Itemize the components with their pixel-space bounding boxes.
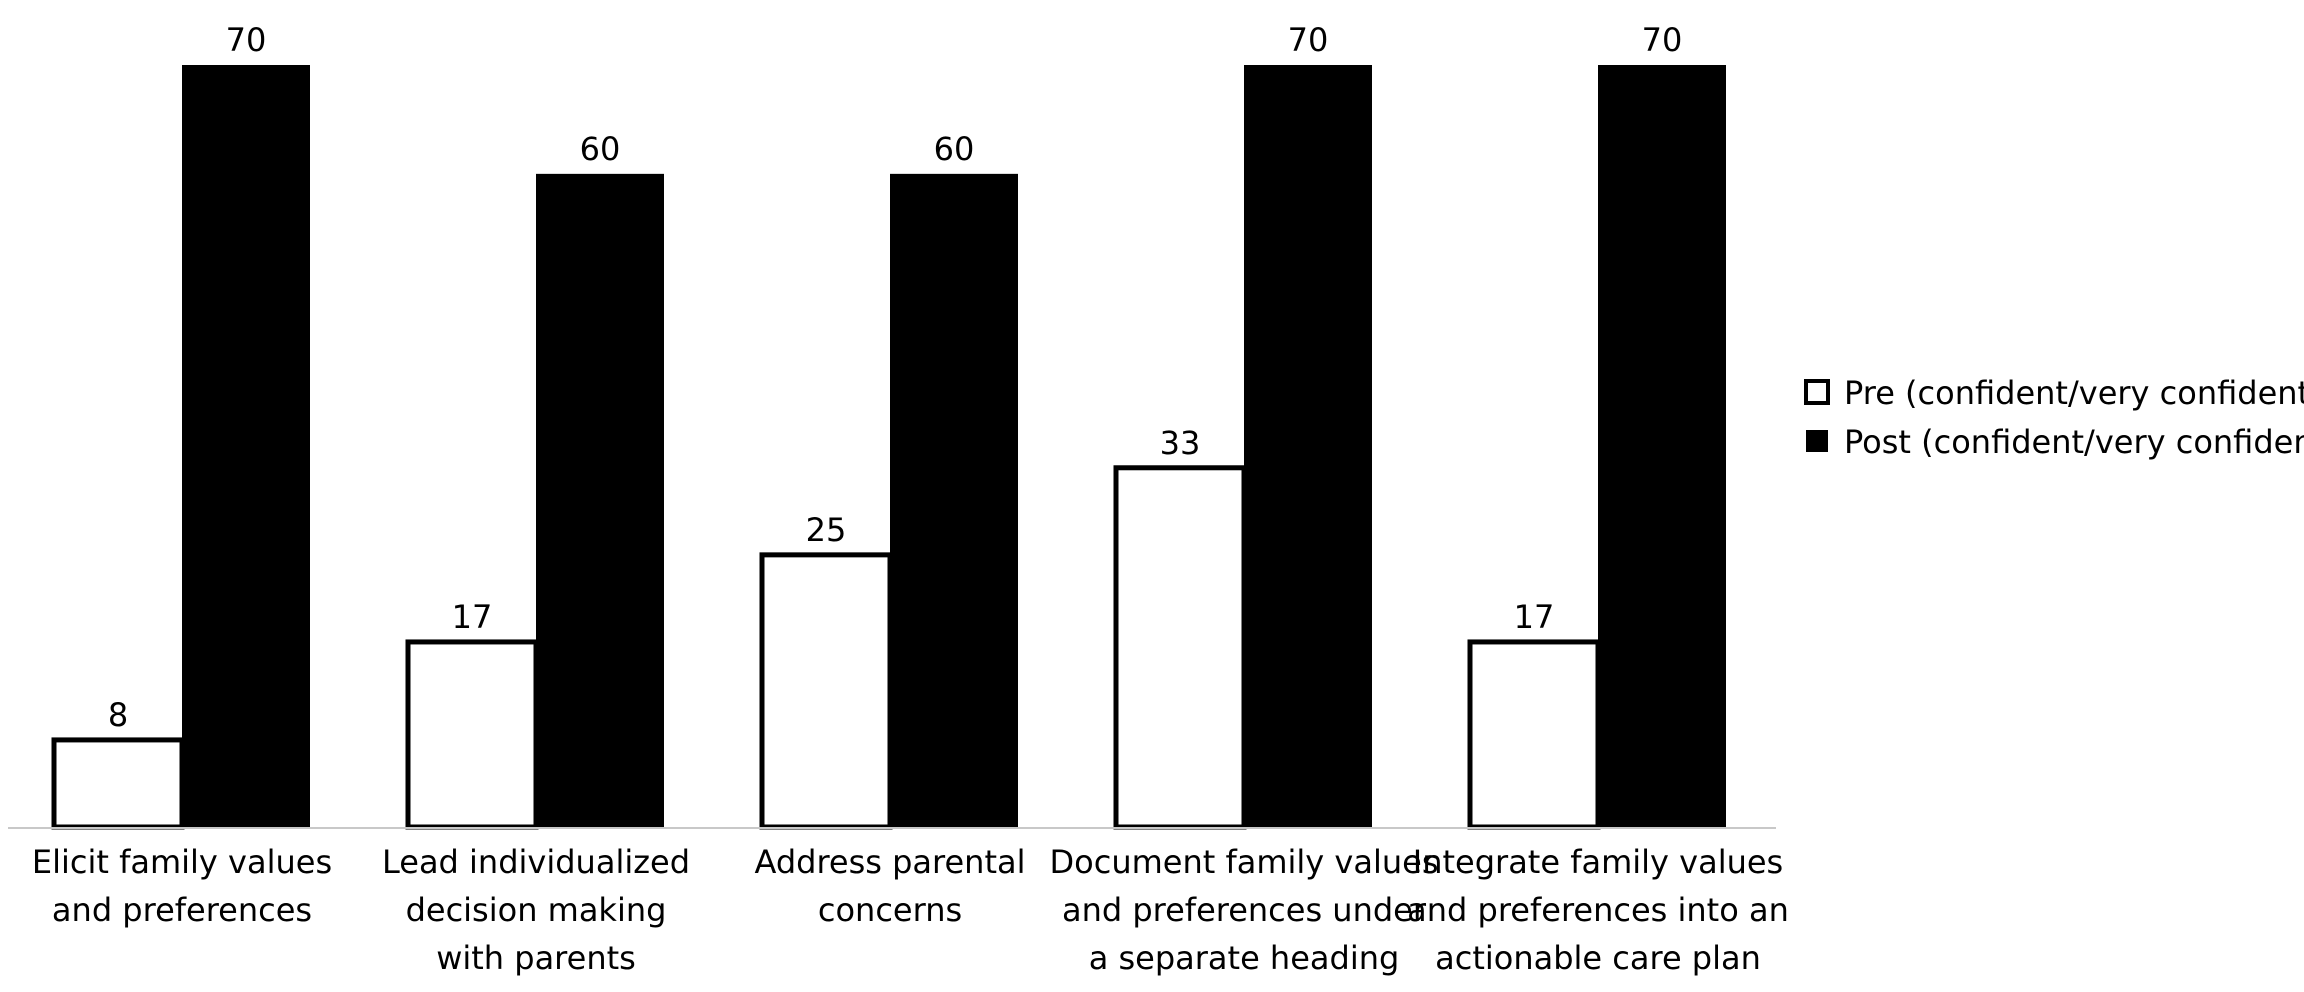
value-label-post-5: 70 [1642,21,1683,59]
bar-post-3 [890,173,1018,827]
legend: Pre (confident/very confident) Post (conf… [1804,374,2304,461]
bar-pre-1 [51,737,185,830]
value-label-post-3: 60 [934,130,975,168]
value-label-post-1: 70 [226,21,267,59]
bars-group [51,65,1726,830]
value-labels-group: 8 70 17 60 25 60 33 70 17 70 [108,21,1683,734]
value-label-post-2: 60 [580,130,621,168]
bar-post-1 [182,65,310,827]
bar-post-5 [1598,65,1726,827]
value-label-pre-4: 33 [1160,424,1201,462]
category-label-2: Lead individualized decision making with p… [382,843,690,977]
category-label-1: Elicit family values and preferences [32,843,332,929]
category-labels-group: Elicit family values and preferences Lead … [32,843,1789,977]
value-label-pre-1: 8 [108,696,128,734]
value-label-post-4: 70 [1288,21,1329,59]
value-label-pre-2: 17 [452,598,493,636]
bar-post-2 [536,173,664,827]
category-label-4: Document family values and preferences un… [1050,843,1439,977]
bar-pre-4 [1113,465,1247,830]
category-label-3: Address parental concerns [755,843,1026,929]
legend-label-pre: Pre (confident/very confident) [1844,374,2304,412]
bar-pre-2 [405,639,539,830]
legend-swatch-pre [1804,379,1830,405]
value-label-pre-5: 17 [1514,598,1555,636]
value-label-pre-3: 25 [806,511,847,549]
bar-pre-5 [1467,639,1601,830]
legend-label-post: Post (confident/very confident) [1844,423,2304,461]
bar-pre-3 [759,552,893,830]
legend-swatch-post [1806,430,1828,452]
bar-post-4 [1244,65,1372,827]
category-label-5: Integrate family values and preferences i… [1407,843,1789,977]
